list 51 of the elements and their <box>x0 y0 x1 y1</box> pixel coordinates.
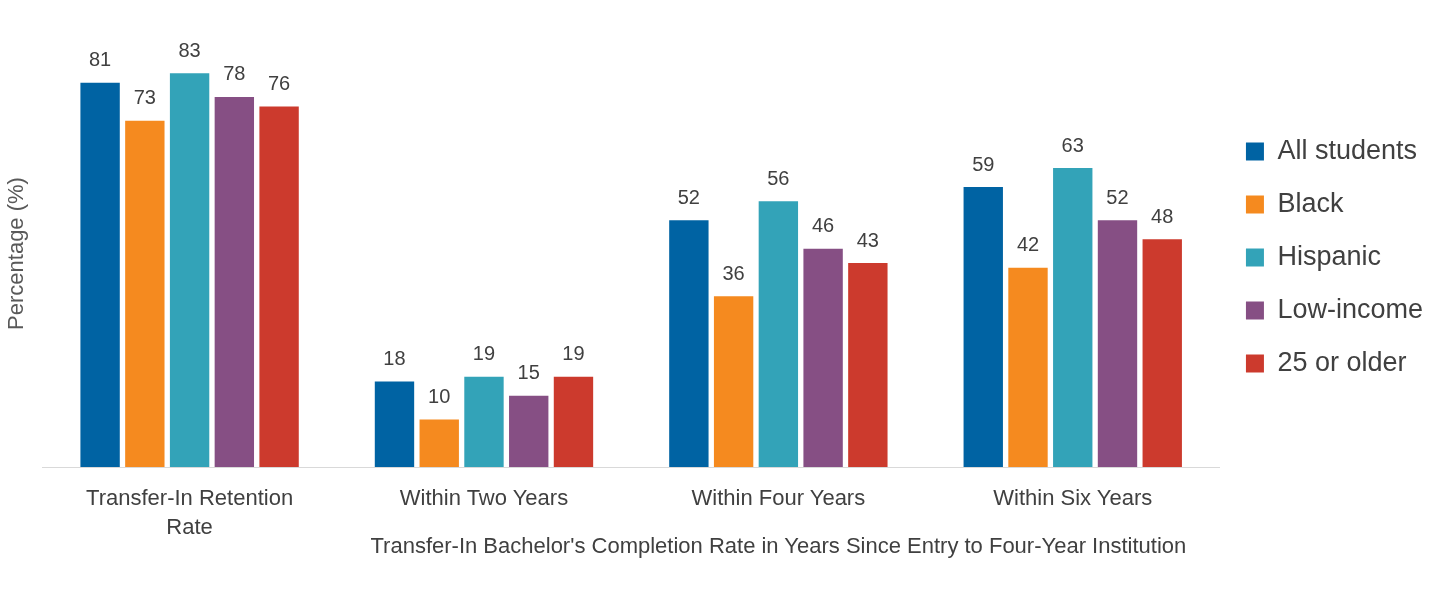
data-label: 78 <box>223 62 246 85</box>
data-label: 56 <box>767 166 790 189</box>
data-label: 42 <box>1016 233 1040 256</box>
data-label: 48 <box>1151 204 1174 227</box>
data-label: 18 <box>383 347 406 370</box>
data-label: 10 <box>428 385 451 408</box>
legend-label: 25 or older <box>1277 346 1407 377</box>
legend-label: Hispanic <box>1277 240 1381 271</box>
data-label: 36 <box>722 261 745 284</box>
data-label: 83 <box>178 38 201 61</box>
x-tick-label: Within Six Years <box>993 485 1153 511</box>
bar <box>509 395 549 467</box>
bar <box>419 419 459 467</box>
bar <box>1053 168 1093 467</box>
legend-label: Black <box>1277 187 1344 218</box>
bar <box>553 376 594 467</box>
y-axis-title: Percentage (%) <box>3 177 29 330</box>
bar <box>80 82 120 467</box>
bar <box>374 381 415 467</box>
data-label: 19 <box>562 342 585 365</box>
bar <box>259 106 299 467</box>
data-label: 59 <box>972 152 995 175</box>
bar <box>848 262 888 467</box>
data-label: 73 <box>133 86 156 109</box>
x-tick-label: Transfer-In Retention Rate <box>86 485 294 540</box>
bar <box>803 248 843 467</box>
bar <box>214 96 255 467</box>
bar <box>669 220 709 467</box>
x-tick-label: Within Four Years <box>691 485 866 511</box>
legend-label: All students <box>1277 134 1418 165</box>
data-label: 19 <box>472 342 496 365</box>
data-label: 76 <box>267 71 291 94</box>
bar <box>1008 267 1048 467</box>
data-label: 15 <box>517 361 540 384</box>
data-label: 81 <box>88 48 112 71</box>
data-label: 43 <box>856 228 879 251</box>
bar <box>713 296 754 467</box>
bar <box>963 187 1003 467</box>
bar <box>1142 239 1182 467</box>
bar <box>169 73 210 467</box>
bar <box>1097 220 1138 467</box>
legend-label: Low-income <box>1277 293 1423 324</box>
bar <box>758 201 799 467</box>
x-tick-label: Within Two Years <box>399 485 569 511</box>
text: Transfer-In Bachelor's Completion Rate in Years Since Entry to Four-Year Institution <box>370 533 1187 559</box>
bar <box>125 120 165 467</box>
bar <box>464 376 504 467</box>
data-label: 52 <box>1106 185 1129 208</box>
data-label: 63 <box>1061 133 1084 156</box>
data-label: 52 <box>677 185 700 208</box>
data-label: 46 <box>811 214 835 237</box>
